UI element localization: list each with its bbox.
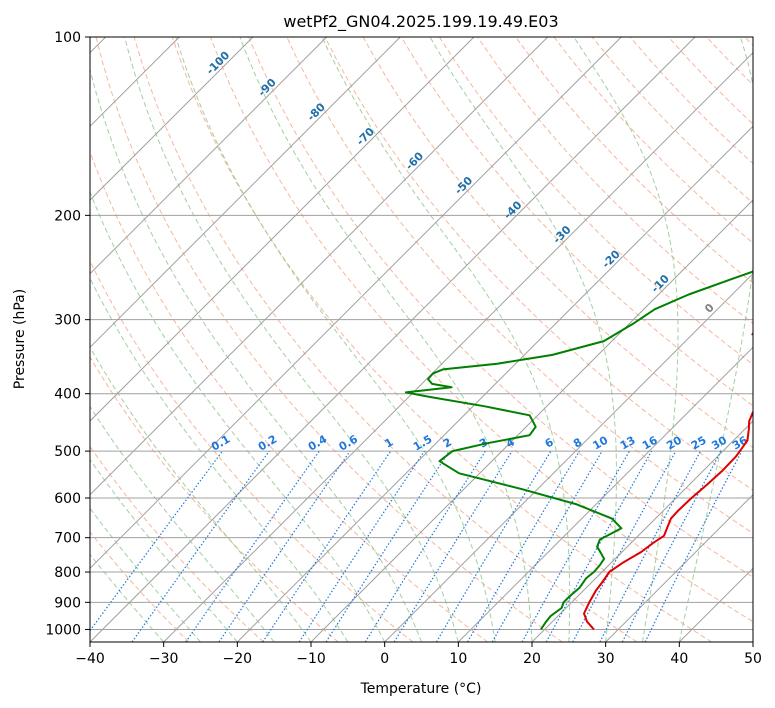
isotherm-line <box>384 272 753 642</box>
moist-adiabat <box>90 277 349 642</box>
dry-adiabat <box>90 150 488 642</box>
isotherm-line <box>605 493 753 642</box>
x-tick-label: −30 <box>149 651 179 667</box>
x-tick-label: 0 <box>380 651 389 667</box>
isotherm-label: 10 <box>749 323 769 343</box>
mixing-ratio-line <box>90 450 223 632</box>
mixing-ratio-line <box>325 450 450 642</box>
mixing-ratio-line <box>364 450 486 642</box>
isotherm-line <box>90 37 622 570</box>
dry-adiabat <box>95 37 563 642</box>
y-tick-label: 900 <box>54 595 81 611</box>
y-tick-label: 300 <box>54 313 81 329</box>
moist-adiabat <box>175 37 496 642</box>
moist-adiabat <box>90 405 275 642</box>
y-tick-label: 600 <box>54 491 81 507</box>
dry-adiabat <box>438 37 753 366</box>
isotherm-line <box>163 51 753 642</box>
y-tick-label: 700 <box>54 531 81 547</box>
mixing-ratio-line <box>131 450 270 642</box>
moist-adiabat <box>678 37 753 642</box>
moist-adiabat <box>90 190 386 642</box>
isotherm-line <box>90 37 328 275</box>
series-dewpoint-line <box>404 270 753 630</box>
dry-adiabat <box>248 37 753 578</box>
isotherm-line <box>90 37 475 422</box>
moist-adiabat <box>573 37 679 642</box>
plot-frame <box>89 36 754 643</box>
y-tick-label: 200 <box>54 208 81 224</box>
dry-adiabat <box>324 37 753 491</box>
dry-adiabat <box>90 445 264 642</box>
x-tick-label: 40 <box>670 651 688 667</box>
mixing-ratio-line <box>298 450 425 642</box>
x-axis-label: Temperature (°C) <box>360 681 482 697</box>
isotherm-line <box>90 37 254 201</box>
plot-background <box>90 37 753 642</box>
dry-adiabat <box>171 37 712 642</box>
isotherm-line <box>531 420 753 642</box>
x-tick-label: −10 <box>296 651 326 667</box>
mixing-ratio-line <box>572 450 677 642</box>
isotherm-line <box>457 346 753 642</box>
mixing-ratio-line <box>393 450 513 642</box>
isotherm-line <box>236 125 753 642</box>
x-tick-label: −20 <box>223 651 253 667</box>
x-tick-label: 10 <box>449 651 467 667</box>
moist-adiabat <box>321 37 571 642</box>
isotherm-line <box>752 641 753 642</box>
series-temperature-line <box>583 410 753 631</box>
y-tick-label: 1000 <box>45 622 81 638</box>
mixing-ratio-line <box>218 450 351 642</box>
y-tick-label: 100 <box>54 30 81 46</box>
y-tick-label: 500 <box>54 444 81 460</box>
moist-adiabat <box>239 37 533 642</box>
mixing-ratio-line <box>262 450 392 642</box>
isotherm-line <box>90 37 696 642</box>
moist-adiabat <box>90 458 238 642</box>
dry-adiabat <box>515 37 753 284</box>
moist-adiabat <box>90 67 422 642</box>
isotherm-line <box>90 37 549 496</box>
mixing-ratio-line <box>644 450 743 642</box>
isotherm-line <box>90 37 401 349</box>
mixing-ratio-line <box>185 450 320 642</box>
dry-adiabat <box>210 37 753 623</box>
mixing-ratio-line <box>521 450 631 642</box>
moist-adiabat <box>124 37 459 642</box>
mixing-ratio-line <box>545 450 653 642</box>
dry-adiabat <box>90 531 190 642</box>
dry-adiabat <box>90 356 339 642</box>
moist-adiabat <box>429 37 617 642</box>
y-tick-label: 800 <box>54 565 81 581</box>
chart-title: wetPf2_GN04.2025.199.19.49.E03 <box>283 12 558 32</box>
y-tick-label: 400 <box>54 387 81 403</box>
x-tick-label: 20 <box>523 651 541 667</box>
dry-adiabat <box>400 37 753 407</box>
mixing-ratio-line <box>621 450 722 642</box>
y-axis-label: Pressure (hPa) <box>12 289 28 389</box>
isotherm-line <box>310 199 753 642</box>
x-tick-label: 50 <box>744 651 762 667</box>
dry-adiabat <box>133 37 638 642</box>
x-tick-label: 30 <box>597 651 615 667</box>
mixing-ratio-line <box>599 450 702 642</box>
x-tick-label: −40 <box>75 651 105 667</box>
mixing-ratio-line <box>435 450 552 642</box>
